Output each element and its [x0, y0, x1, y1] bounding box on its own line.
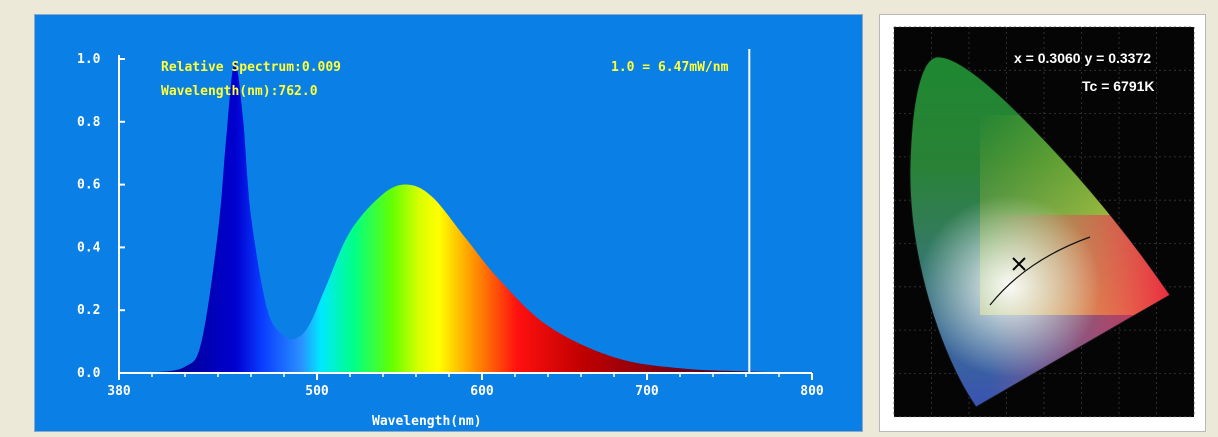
cie-panel: x = 0.3060 y = 0.3372 Tc = 6791K	[879, 14, 1206, 432]
wavelength-readout: Wavelength(nm):762.0	[161, 84, 318, 99]
measured-point-marker	[1012, 257, 1026, 271]
cie-cct-readout: Tc = 6791K	[1082, 78, 1155, 94]
y-tick-label: 0.6	[77, 178, 101, 193]
relative-spectrum-readout: Relative Spectrum:0.009	[161, 60, 341, 75]
cie-xy-readout: x = 0.3060 y = 0.3372	[1014, 50, 1151, 66]
x-tick-label: 500	[305, 384, 329, 399]
cie-diagram: x = 0.3060 y = 0.3372 Tc = 6791K	[893, 26, 1195, 418]
x-tick-label: 600	[470, 384, 494, 399]
plot-area: 0.0 0.2 0.4 0.6 0.8 1.0 380 500 600 700 800	[77, 49, 824, 399]
y-tick-label: 0.2	[77, 303, 100, 318]
spectrum-panel: 0.0 0.2 0.4 0.6 0.8 1.0 380 500 600 700 800 Relati…	[34, 14, 863, 432]
y-tick-label: 0.4	[77, 240, 101, 255]
x-tick-label: 380	[107, 384, 131, 399]
y-tick-label: 0.8	[77, 115, 101, 130]
spectrum-chart: 0.0 0.2 0.4 0.6 0.8 1.0 380 500 600 700 800 Relati…	[77, 49, 824, 429]
x-tick-label: 700	[635, 384, 659, 399]
spectral-locus	[909, 56, 1171, 408]
spectrum-area	[119, 61, 812, 374]
y-tick-label: 0.0	[77, 366, 101, 381]
scale-readout: 1.0 = 6.47mW/nm	[611, 60, 729, 75]
x-axis-label: Wavelength(nm)	[372, 414, 482, 429]
y-tick-label: 1.0	[77, 52, 101, 67]
x-tick-label: 800	[800, 384, 824, 399]
planckian-locus	[989, 236, 1091, 306]
